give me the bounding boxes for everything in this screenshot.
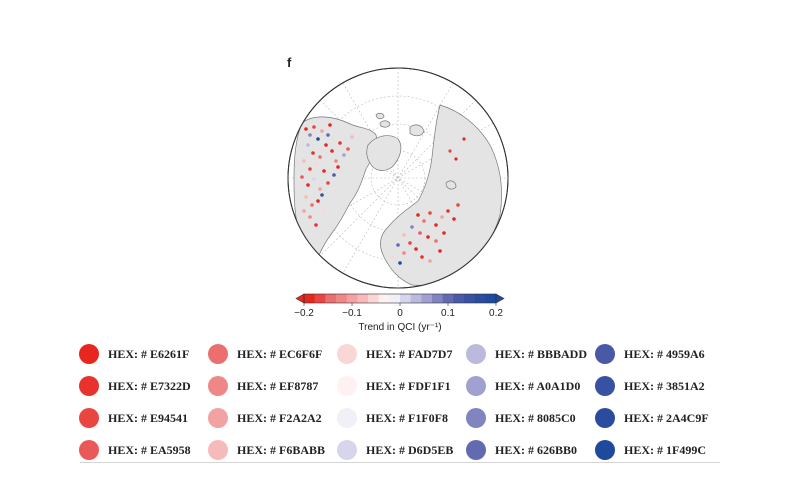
color-swatch: HEX: # 3851A2 [592,376,721,396]
color-swatch: HEX: # EC6F6F [205,344,334,364]
swatch-hex-label: HEX: # E94541 [108,410,189,425]
swatch-dot [208,376,228,396]
swatch-dot [595,376,615,396]
colorbar-segment [304,294,315,303]
palette-row: HEX: # E6261F HEX: # EC6F6F HEX: # FAD7D7 H… [76,338,722,370]
swatch-hex-label: HEX: # 1F499C [624,442,706,457]
color-swatch: HEX: # F2A2A2 [205,408,334,428]
colorbar-min-arrow [295,293,305,304]
colorbar-tick-label: 0.2 [489,308,503,319]
color-swatch: HEX: # 2A4C9F [592,408,721,428]
palette-divider [80,462,720,463]
colorbar-segment [474,294,486,303]
swatch-dot [595,440,615,460]
colorbar-segment [346,294,358,303]
colorbar-segment [442,294,454,303]
colorbar-segment [325,294,337,303]
colorbar-segment [336,294,347,303]
panel-letter: f [287,55,292,70]
swatch-hex-label: HEX: # 8085C0 [495,410,576,425]
swatch-hex-label: HEX: # E6261F [108,346,190,361]
swatch-dot [466,440,486,460]
palette-row: HEX: # E94541 HEX: # F2A2A2 HEX: # F1F0F8 H… [76,402,722,434]
colorbar-segment [432,294,443,303]
color-swatch: HEX: # 1F499C [592,440,721,460]
swatch-dot [79,440,99,460]
colorbar-segment [485,294,497,303]
swatch-hex-label: HEX: # FAD7D7 [366,346,453,361]
color-swatch: HEX: # A0A1D0 [463,376,592,396]
swatch-dot [79,408,99,428]
colorbar-segment [357,294,369,303]
swatch-dot [466,344,486,364]
color-swatch: HEX: # E7322D [76,376,205,396]
swatch-hex-label: HEX: # F6BABB [237,442,326,457]
swatch-dot [337,440,357,460]
na-trend-dots [300,123,354,227]
colorbar-segment [421,294,433,303]
colorbar: −0.2 −0.1 0 0.1 0.2 [294,293,505,319]
swatch-hex-label: HEX: # E7322D [108,378,191,393]
swatch-hex-label: HEX: # A0A1D0 [495,378,581,393]
swatch-hex-label: HEX: # 626BB0 [495,442,578,457]
swatch-hex-label: HEX: # EA5958 [108,442,191,457]
colorbar-tick-label: −0.1 [342,308,362,319]
color-swatch: HEX: # D6D5EB [334,440,463,460]
palette-row: HEX: # E7322D HEX: # EF8787 HEX: # FDF1F1 H… [76,370,722,402]
swatch-hex-label: HEX: # F1F0F8 [366,410,448,425]
color-swatch: HEX: # EA5958 [76,440,205,460]
swatch-dot [208,344,228,364]
color-swatch: HEX: # FDF1F1 [334,376,463,396]
colorbar-segment [453,294,465,303]
swatch-dot [466,408,486,428]
swatch-hex-label: HEX: # D6D5EB [366,442,454,457]
swatch-dot [337,376,357,396]
swatch-dot [595,344,615,364]
colorbar-segment [410,294,422,303]
color-swatch: HEX: # FAD7D7 [334,344,463,364]
swatch-hex-label: HEX: # F2A2A2 [237,410,322,425]
color-palette: HEX: # E6261F HEX: # EC6F6F HEX: # FAD7D7 H… [76,338,722,466]
swatch-hex-label: HEX: # BBBADD [495,346,588,361]
colorbar-max-arrow [495,293,505,304]
colorbar-tick-label: 0.1 [441,308,455,319]
color-swatch: HEX: # BBBADD [463,344,592,364]
swatch-hex-label: HEX: # 3851A2 [624,378,705,393]
color-swatch: HEX: # 8085C0 [463,408,592,428]
colorbar-segment [464,294,475,303]
eurasia-trend-dots [390,137,466,265]
colorbar-segment [368,294,379,303]
swatch-hex-label: HEX: # 4959A6 [624,346,705,361]
color-swatch: HEX: # EF8787 [205,376,334,396]
swatch-dot [466,376,486,396]
color-swatch: HEX: # E6261F [76,344,205,364]
colorbar-segment [400,294,411,303]
swatch-hex-label: HEX: # 2A4C9F [624,410,709,425]
colorbar-segment [389,294,401,303]
swatch-dot [337,344,357,364]
land-masses [293,104,502,286]
swatch-dot [208,408,228,428]
swatch-hex-label: HEX: # EF8787 [237,378,319,393]
colorbar-segment [378,294,390,303]
palette-row: HEX: # EA5958 HEX: # F6BABB HEX: # D6D5EB H… [76,434,722,466]
colorbar-tick-label: −0.2 [294,308,314,319]
color-swatch: HEX: # E94541 [76,408,205,428]
swatch-hex-label: HEX: # FDF1F1 [366,378,451,393]
colorbar-tick-label: 0 [397,308,403,319]
colorbar-label: Trend in QCI (yr⁻¹) [358,322,442,333]
swatch-dot [208,440,228,460]
color-swatch: HEX: # F6BABB [205,440,334,460]
color-swatch: HEX: # 626BB0 [463,440,592,460]
color-swatch: HEX: # 4959A6 [592,344,721,364]
colorbar-segment [314,294,326,303]
color-swatch: HEX: # F1F0F8 [334,408,463,428]
swatch-dot [79,344,99,364]
swatch-hex-label: HEX: # EC6F6F [237,346,323,361]
swatch-dot [337,408,357,428]
polar-map [287,67,509,289]
swatch-dot [79,376,99,396]
swatch-dot [595,408,615,428]
